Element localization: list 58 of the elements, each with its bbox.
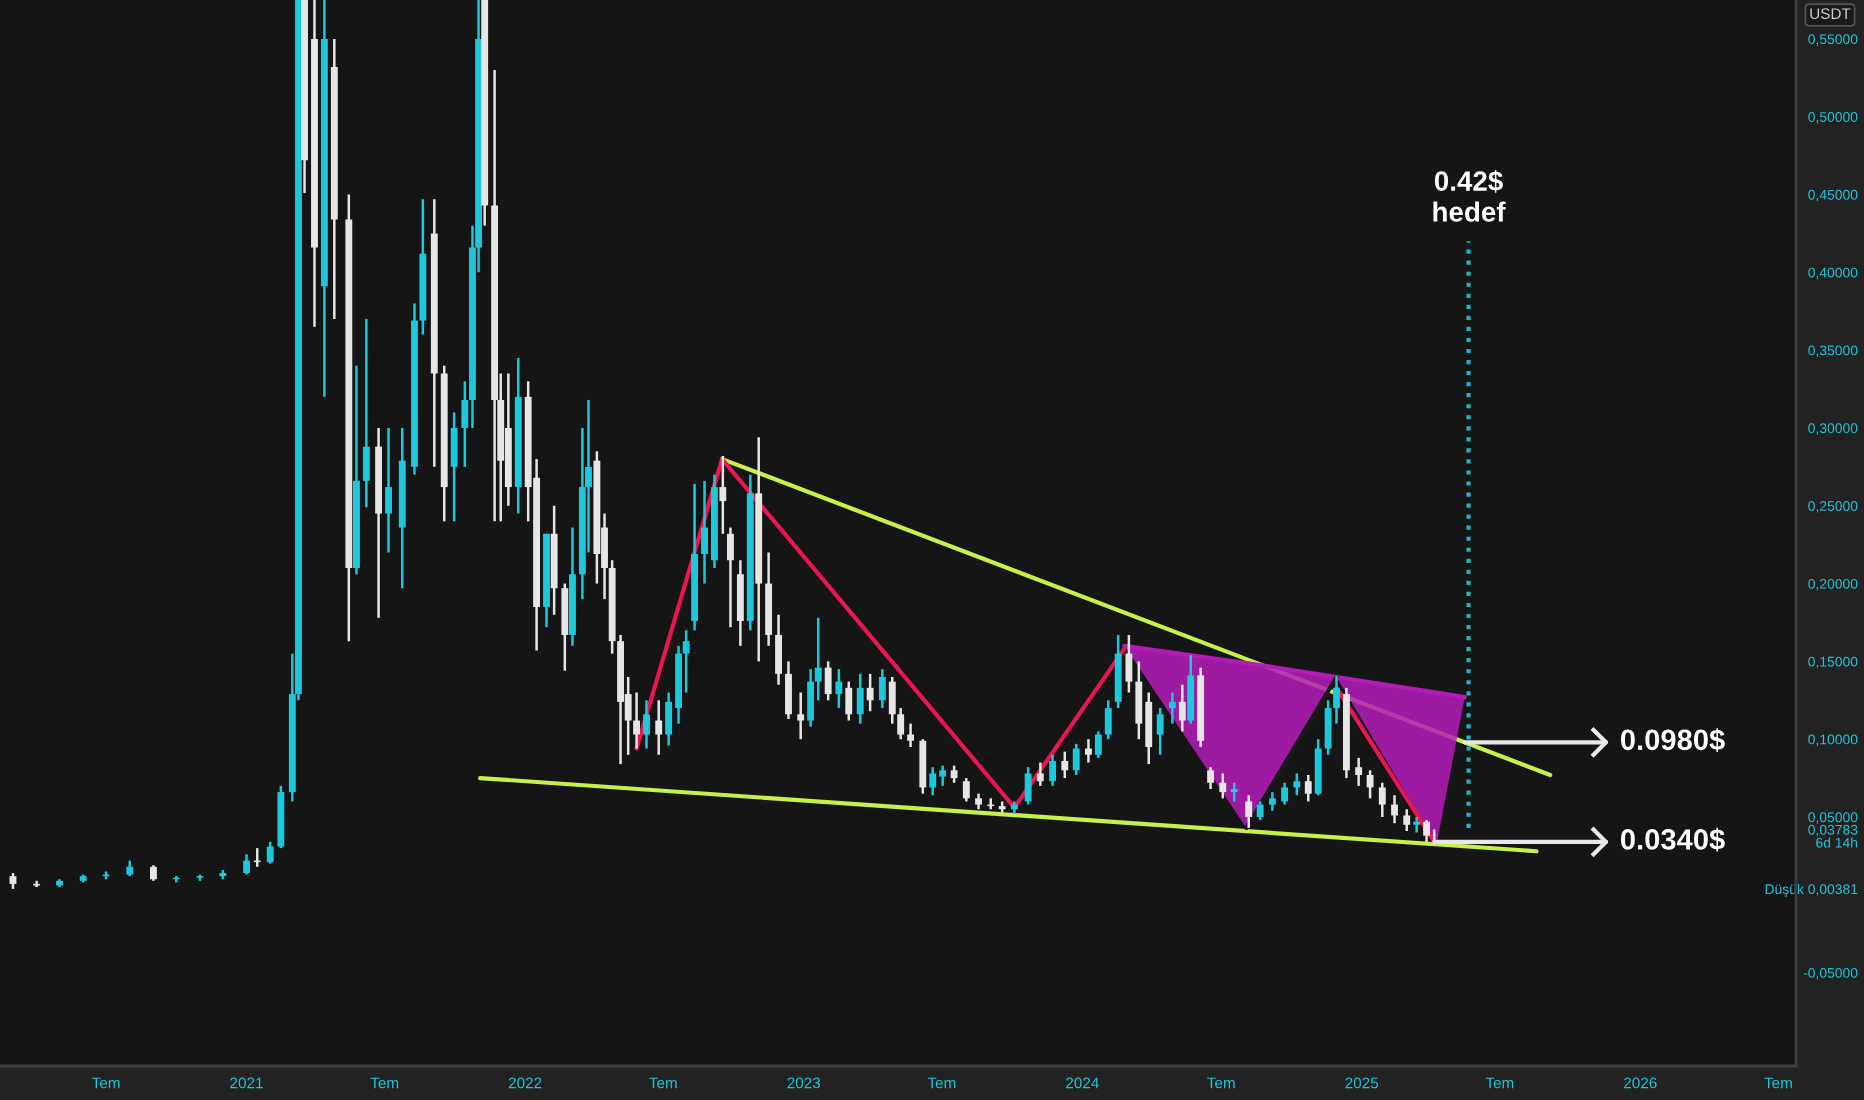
candlestick xyxy=(1391,793,1398,825)
candlestick xyxy=(824,660,832,702)
candlestick xyxy=(1314,737,1322,797)
candlestick xyxy=(736,558,744,648)
candlestick xyxy=(1049,753,1056,788)
candlestick xyxy=(385,426,392,554)
candlestick xyxy=(962,776,970,803)
candlestick xyxy=(1024,765,1032,806)
line-series xyxy=(634,456,1127,810)
candlestick xyxy=(1125,633,1133,694)
candlestick xyxy=(633,691,641,750)
candlestick xyxy=(1304,773,1312,803)
candlestick xyxy=(866,672,874,713)
candlestick xyxy=(1168,691,1176,725)
candlestick xyxy=(1072,742,1080,777)
candlestick xyxy=(655,699,663,757)
candlestick xyxy=(845,680,853,722)
candlestick xyxy=(1178,683,1186,733)
candlestick xyxy=(1256,800,1264,822)
candlestick xyxy=(561,582,569,672)
candlestick xyxy=(1245,793,1253,830)
candlestick xyxy=(1085,737,1092,764)
candlestick xyxy=(643,699,650,750)
candlestick xyxy=(797,691,805,741)
candlestick xyxy=(719,454,727,536)
candlestick xyxy=(835,667,843,710)
candlestick xyxy=(1268,790,1276,813)
candlestick xyxy=(1094,730,1102,760)
candlestick xyxy=(878,667,886,710)
candlestick xyxy=(1403,807,1411,833)
candlestick xyxy=(1366,769,1374,800)
candlestick xyxy=(266,840,274,865)
candlestick xyxy=(1423,818,1431,844)
candlestick xyxy=(1413,815,1421,834)
candlestick xyxy=(1293,772,1301,797)
candlestick xyxy=(1378,781,1386,819)
candlestick xyxy=(1207,765,1214,791)
candlestick xyxy=(450,411,458,523)
candlestick xyxy=(907,722,915,749)
series-label: 0.42$ hedef xyxy=(1433,170,1506,222)
candlestick xyxy=(1061,750,1069,780)
candlestick xyxy=(919,737,927,795)
series-label: 0.0980$ xyxy=(1620,728,1725,753)
candlestick xyxy=(1355,756,1363,788)
candlestick xyxy=(1036,761,1044,788)
candlestick xyxy=(1104,699,1112,741)
series-label: 0.0340$ xyxy=(1620,827,1725,852)
candlestick xyxy=(1187,653,1195,725)
candlestick xyxy=(1156,706,1164,757)
candlestick xyxy=(727,526,734,629)
candlestick xyxy=(243,853,250,876)
candlestick xyxy=(785,660,792,721)
candlestick xyxy=(856,672,864,725)
candlestick xyxy=(362,317,370,509)
candlestick xyxy=(1219,772,1227,800)
candlestick xyxy=(775,613,782,686)
candlestick xyxy=(1230,781,1238,803)
candlestick xyxy=(1281,781,1289,806)
